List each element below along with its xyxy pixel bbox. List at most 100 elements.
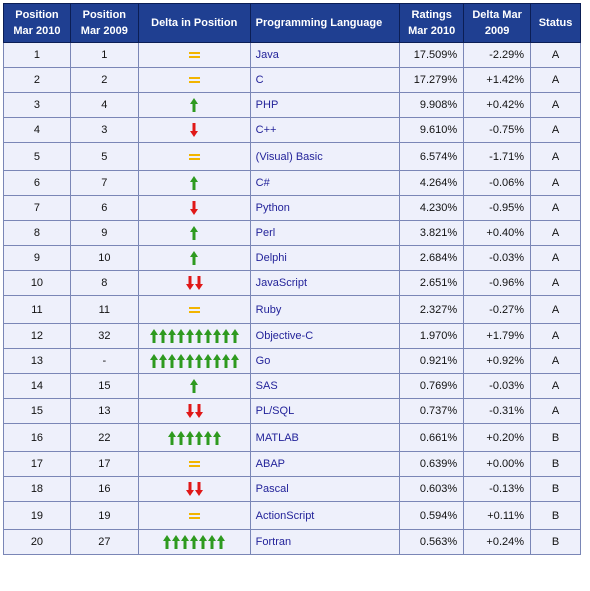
rating-cell: 9.610% — [399, 117, 465, 143]
rating-cell: 0.769% — [399, 373, 465, 399]
delta-in-position-cell — [137, 42, 251, 68]
rating-cell: 0.921% — [399, 348, 465, 374]
arrow-up-icon — [199, 535, 208, 549]
arrow-up-icon — [172, 535, 181, 549]
position-2009-cell: 13 — [69, 398, 139, 424]
delta-arrows — [188, 306, 200, 313]
delta-2009-cell: -0.75% — [463, 117, 532, 143]
arrow-up-icon — [176, 430, 185, 445]
ranking-table: Position Mar 2010 Position Mar 2009 Delt… — [3, 3, 581, 555]
table-row: 11 11 Ruby 2.327% -0.27% A — [3, 295, 581, 324]
position-2009-cell: 22 — [69, 423, 139, 452]
table-wrapper: Position Mar 2010 Position Mar 2009 Delt… — [3, 3, 581, 555]
delta-2009-cell: -2.29% — [463, 42, 532, 68]
language-cell: Python — [249, 195, 401, 221]
arrow-up-icon — [190, 251, 199, 265]
language-cell: Delphi — [249, 245, 401, 271]
arrow-up-icon — [230, 354, 239, 368]
status-cell: B — [530, 423, 581, 452]
status-cell: A — [530, 142, 581, 171]
language-cell: Go — [249, 348, 401, 374]
header-delta-2009: Delta Mar 2009 — [463, 3, 532, 43]
rating-cell: 0.661% — [399, 423, 465, 452]
position-2010-cell: 12 — [3, 323, 71, 349]
arrow-up-icon — [158, 354, 167, 368]
position-2009-cell: 4 — [69, 92, 139, 118]
language-cell: PHP — [249, 92, 401, 118]
language-cell: Objective-C — [249, 323, 401, 349]
language-cell: PL/SQL — [249, 398, 401, 424]
language-cell: Ruby — [249, 295, 401, 324]
delta-arrows — [190, 98, 199, 112]
table-row: 16 22 MATLAB 0.661% +0.20% B — [3, 423, 581, 452]
status-cell: A — [530, 67, 581, 93]
delta-2009-cell: -0.27% — [463, 295, 532, 324]
delta-2009-cell: -0.03% — [463, 245, 532, 271]
language-cell: ActionScript — [249, 501, 401, 530]
rating-cell: 0.737% — [399, 398, 465, 424]
delta-2009-cell: +1.42% — [463, 67, 532, 93]
position-2009-cell: 2 — [69, 67, 139, 93]
language-cell: C# — [249, 170, 401, 196]
position-2009-cell: 27 — [69, 529, 139, 555]
equal-icon — [188, 512, 200, 519]
arrow-up-icon — [176, 329, 185, 343]
table-row: 13- Go 0.921% +0.92% A — [3, 348, 581, 374]
delta-arrows — [188, 461, 200, 468]
delta-arrows — [190, 123, 199, 137]
language-cell: Fortran — [249, 529, 401, 555]
delta-in-position-cell — [137, 423, 251, 452]
status-cell: A — [530, 42, 581, 68]
position-2009-cell: 15 — [69, 373, 139, 399]
position-2009-cell: 1 — [69, 42, 139, 68]
status-cell: B — [530, 451, 581, 477]
delta-arrows — [188, 153, 200, 160]
table-row: 7 6 Python 4.230% -0.95% A — [3, 195, 581, 221]
table-row: 18 16 Pascal 0.603% -0.13% B — [3, 476, 581, 502]
delta-arrows — [188, 52, 200, 59]
status-cell: A — [530, 348, 581, 374]
language-cell: C++ — [249, 117, 401, 143]
delta-in-position-cell — [137, 117, 251, 143]
header-position-2010: Position Mar 2010 — [3, 3, 71, 43]
arrow-up-icon — [190, 176, 199, 190]
delta-arrows — [163, 535, 226, 549]
delta-2009-cell: -0.96% — [463, 270, 532, 296]
header-position-2009: Position Mar 2009 — [69, 3, 139, 43]
rating-cell: 17.279% — [399, 67, 465, 93]
rating-cell: 4.230% — [399, 195, 465, 221]
arrow-down-icon — [185, 482, 194, 496]
language-cell: JavaScript — [249, 270, 401, 296]
position-2010-cell: 16 — [3, 423, 71, 452]
status-cell: A — [530, 117, 581, 143]
table-row: 6 7 C# 4.264% -0.06% A — [3, 170, 581, 196]
language-cell: C — [249, 67, 401, 93]
arrow-up-icon — [181, 535, 190, 549]
rating-cell: 3.821% — [399, 220, 465, 246]
position-2010-cell: 9 — [3, 245, 71, 271]
delta-2009-cell: +0.40% — [463, 220, 532, 246]
language-cell: Perl — [249, 220, 401, 246]
position-2010-cell: 13 — [3, 348, 71, 374]
arrow-up-icon — [190, 535, 199, 549]
arrow-up-icon — [212, 329, 221, 343]
status-cell: B — [530, 529, 581, 555]
delta-arrows — [188, 77, 200, 84]
equal-icon — [188, 461, 200, 468]
position-2010-cell: 2 — [3, 67, 71, 93]
rating-cell: 2.327% — [399, 295, 465, 324]
delta-in-position-cell — [137, 373, 251, 399]
delta-2009-cell: -0.13% — [463, 476, 532, 502]
rating-cell: 2.684% — [399, 245, 465, 271]
arrow-down-icon — [185, 404, 194, 418]
arrow-up-icon — [208, 535, 217, 549]
position-2010-cell: 11 — [3, 295, 71, 324]
rating-cell: 2.651% — [399, 270, 465, 296]
delta-arrows — [185, 404, 203, 418]
status-cell: A — [530, 323, 581, 349]
delta-in-position-cell — [137, 476, 251, 502]
arrow-up-icon — [167, 329, 176, 343]
arrow-up-icon — [221, 354, 230, 368]
position-2010-cell: 14 — [3, 373, 71, 399]
delta-arrows — [190, 176, 199, 190]
